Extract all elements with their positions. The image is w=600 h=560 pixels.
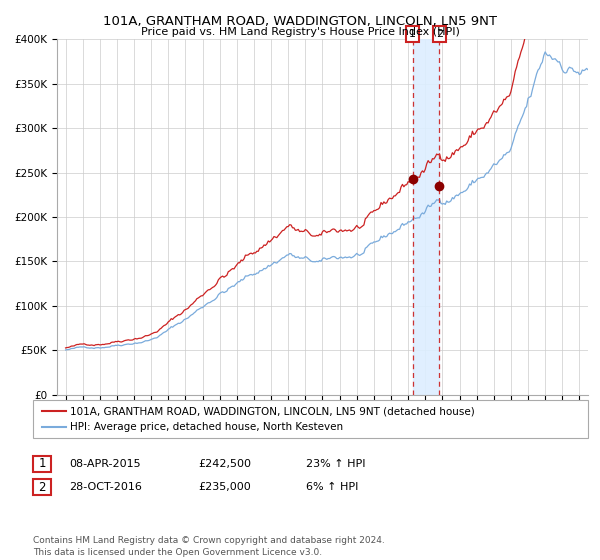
Text: 2: 2 — [436, 29, 443, 39]
Bar — [413, 39, 439, 395]
Text: 23% ↑ HPI: 23% ↑ HPI — [306, 459, 365, 469]
Text: 101A, GRANTHAM ROAD, WADDINGTON, LINCOLN, LN5 9NT: 101A, GRANTHAM ROAD, WADDINGTON, LINCOLN… — [103, 15, 497, 28]
Text: 1: 1 — [409, 29, 416, 39]
Text: Price paid vs. HM Land Registry's House Price Index (HPI): Price paid vs. HM Land Registry's House … — [140, 27, 460, 38]
Text: 1: 1 — [38, 457, 46, 470]
Text: HPI: Average price, detached house, North Kesteven: HPI: Average price, detached house, Nort… — [70, 422, 343, 432]
Text: 6% ↑ HPI: 6% ↑ HPI — [306, 482, 358, 492]
Text: £242,500: £242,500 — [198, 459, 251, 469]
Text: 08-APR-2015: 08-APR-2015 — [69, 459, 140, 469]
Text: 2: 2 — [38, 480, 46, 494]
Text: Contains HM Land Registry data © Crown copyright and database right 2024.
This d: Contains HM Land Registry data © Crown c… — [33, 536, 385, 557]
Text: 28-OCT-2016: 28-OCT-2016 — [69, 482, 142, 492]
Text: 101A, GRANTHAM ROAD, WADDINGTON, LINCOLN, LN5 9NT (detached house): 101A, GRANTHAM ROAD, WADDINGTON, LINCOLN… — [70, 406, 475, 416]
Text: £235,000: £235,000 — [198, 482, 251, 492]
